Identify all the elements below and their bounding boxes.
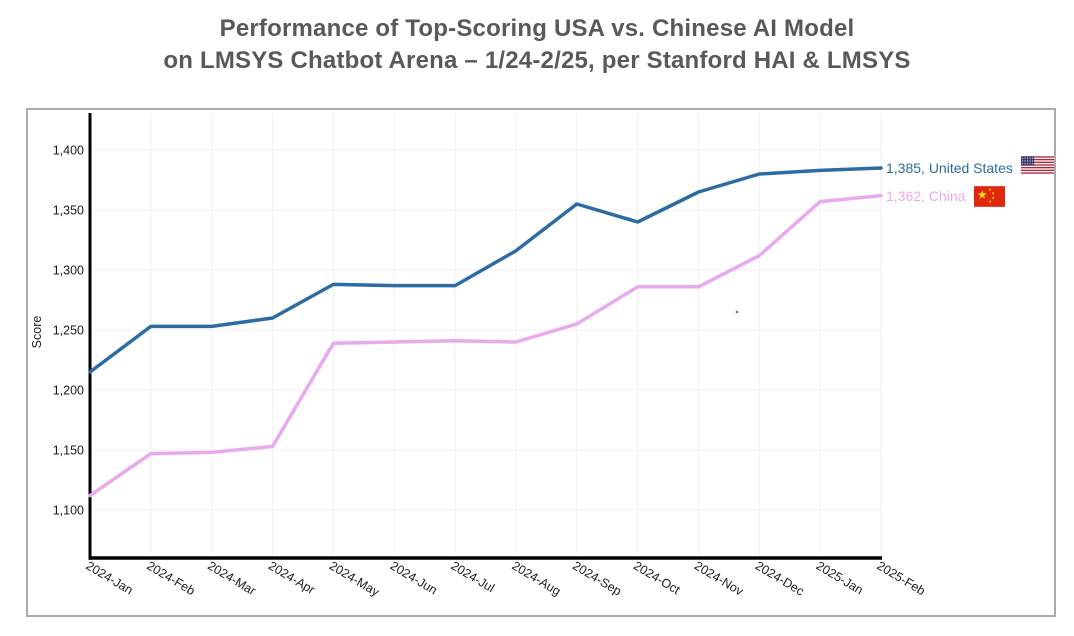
y-tick-label: 1,350 bbox=[53, 204, 84, 218]
us-flag-icon bbox=[1021, 156, 1054, 174]
x-tick-label: 2024-Mar bbox=[205, 559, 258, 599]
x-tick-label: 2024-May bbox=[327, 559, 382, 600]
x-tick-label: 2024-Sep bbox=[570, 559, 624, 599]
x-tick-label: 2024-Nov bbox=[692, 559, 746, 599]
x-tick-label: 2025-Feb bbox=[875, 559, 928, 599]
x-tick-label: 2024-Aug bbox=[509, 559, 563, 599]
x-tick-label: 2025-Jan bbox=[814, 559, 866, 598]
y-tick-label: 1,200 bbox=[53, 384, 84, 398]
line-chart: 1,100 1,150 1,200 1,250 1,300 1,350 1,400 2024-… bbox=[30, 113, 928, 600]
x-tick-label: 2024-Dec bbox=[753, 559, 807, 599]
china-series-line bbox=[88, 193, 883, 498]
chart-title: Performance of Top-Scoring USA vs. Chine… bbox=[0, 13, 1074, 77]
us-end-label: 1,385, United States bbox=[886, 160, 1013, 176]
chart-title-line1: Performance of Top-Scoring USA vs. Chine… bbox=[219, 15, 855, 42]
y-tick-label: 1,250 bbox=[53, 324, 84, 338]
x-tick-label: 2024-Apr bbox=[266, 559, 317, 597]
y-tick-label: 1,400 bbox=[53, 144, 84, 158]
us-series-line bbox=[88, 166, 883, 374]
china-flag-icon bbox=[974, 186, 1005, 207]
china-end-label: 1,362, China bbox=[886, 188, 966, 204]
y-tick-label: 1,300 bbox=[53, 264, 84, 278]
y-axis-title: Score bbox=[30, 316, 44, 349]
x-tick-label: 2024-Jun bbox=[388, 559, 440, 598]
chart-title-line2: on LMSYS Chatbot Arena – 1/24-2/25, per … bbox=[163, 47, 911, 74]
x-tick-label: 2024-Jul bbox=[449, 559, 497, 596]
y-tick-label: 1,100 bbox=[53, 504, 84, 518]
x-tick-label: 2024-Jan bbox=[83, 559, 135, 598]
x-tick-label: 2024-Feb bbox=[144, 559, 197, 599]
y-tick-label: 1,150 bbox=[53, 444, 84, 458]
stray-dot bbox=[735, 310, 739, 314]
x-tick-label: 2024-Oct bbox=[631, 559, 683, 598]
chart-panel: 1,100 1,150 1,200 1,250 1,300 1,350 1,400 2024-… bbox=[26, 108, 1056, 617]
